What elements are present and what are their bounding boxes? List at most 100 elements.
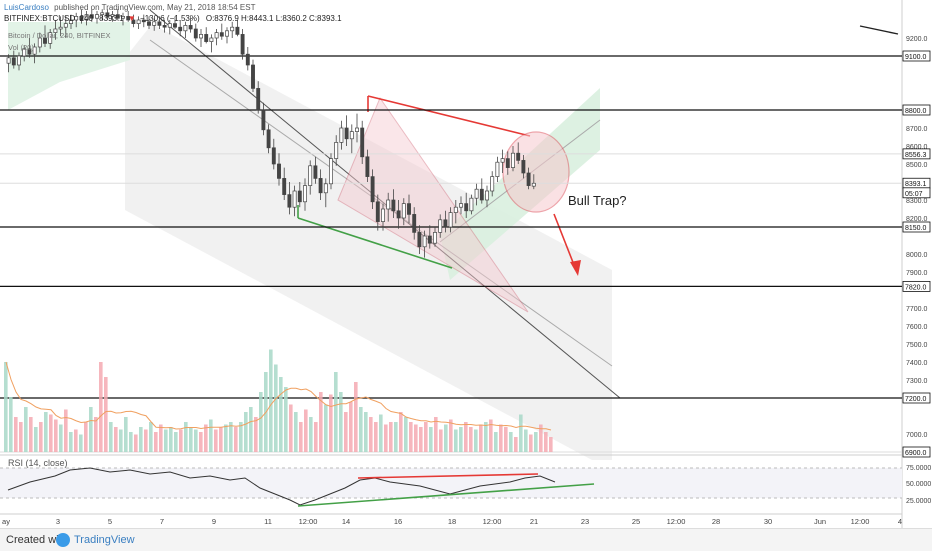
candle-body[interactable] bbox=[464, 203, 469, 212]
candle-body[interactable] bbox=[495, 161, 500, 177]
candle-body[interactable] bbox=[95, 14, 99, 19]
candle-body[interactable] bbox=[110, 14, 115, 17]
candle-body[interactable] bbox=[256, 88, 261, 111]
candle-body[interactable] bbox=[11, 57, 16, 66]
rsi-support-line[interactable] bbox=[297, 483, 595, 507]
candle-body[interactable] bbox=[386, 199, 391, 210]
candle-body[interactable] bbox=[178, 26, 183, 32]
descending-channel-band[interactable] bbox=[125, 24, 612, 460]
channel-mid-line[interactable] bbox=[149, 39, 613, 367]
channel-lower-line[interactable] bbox=[149, 9, 621, 399]
candle-body[interactable] bbox=[339, 127, 344, 143]
annotation-text[interactable]: Bull Trap? bbox=[568, 193, 627, 208]
candle-body[interactable] bbox=[245, 53, 250, 66]
candle-body[interactable] bbox=[448, 212, 453, 228]
candle-body[interactable] bbox=[396, 210, 401, 219]
support-line[interactable] bbox=[297, 217, 453, 269]
candle-body[interactable] bbox=[490, 176, 495, 192]
candle-body[interactable] bbox=[329, 158, 333, 185]
candle-body[interactable] bbox=[209, 37, 214, 42]
price-axis[interactable]: 9200.0 9100.0 8800.0 8700.0 8600.0 8500.0 8300… bbox=[902, 36, 931, 458]
candle-body[interactable] bbox=[230, 26, 235, 32]
candle-body[interactable] bbox=[235, 26, 240, 35]
candle-body[interactable] bbox=[349, 131, 354, 140]
candle-body[interactable] bbox=[391, 199, 396, 212]
candle-body[interactable] bbox=[6, 57, 11, 64]
candle-body[interactable] bbox=[84, 14, 89, 21]
candle-body[interactable] bbox=[266, 129, 271, 149]
candle-body[interactable] bbox=[479, 188, 484, 201]
candle-body[interactable] bbox=[417, 232, 422, 248]
candle-body[interactable] bbox=[412, 214, 417, 233]
candle-body[interactable] bbox=[121, 16, 125, 19]
candle-body[interactable] bbox=[271, 147, 276, 165]
candle-body[interactable] bbox=[401, 203, 406, 219]
candle-body[interactable] bbox=[79, 16, 84, 21]
candle-body[interactable] bbox=[277, 163, 281, 179]
candle-body[interactable] bbox=[443, 219, 448, 228]
author-name[interactable]: LuisCardoso bbox=[4, 3, 49, 12]
candle-body[interactable] bbox=[292, 190, 297, 208]
candle-body[interactable] bbox=[131, 19, 136, 24]
candle-body[interactable] bbox=[474, 188, 479, 199]
candle-body[interactable] bbox=[162, 25, 167, 28]
candle-body[interactable] bbox=[365, 156, 370, 177]
candle-body[interactable] bbox=[485, 190, 489, 201]
candle-body[interactable] bbox=[183, 25, 188, 32]
candle-body[interactable] bbox=[32, 46, 37, 55]
candle-body[interactable] bbox=[453, 206, 458, 213]
volume-series[interactable] bbox=[4, 349, 553, 453]
series-label[interactable]: Bitcoin / Dollar, 240, BITFINEX bbox=[8, 31, 111, 40]
candle-body[interactable] bbox=[323, 183, 328, 194]
candlestick-series[interactable] bbox=[6, 9, 536, 258]
candle-body[interactable] bbox=[147, 21, 151, 26]
candle-body[interactable] bbox=[136, 19, 141, 24]
candle-body[interactable] bbox=[53, 28, 58, 33]
candle-body[interactable] bbox=[17, 55, 21, 66]
candle-body[interactable] bbox=[422, 235, 427, 248]
candle-body[interactable] bbox=[303, 185, 307, 203]
candle-body[interactable] bbox=[500, 158, 505, 163]
candle-body[interactable] bbox=[141, 19, 146, 23]
candle-body[interactable] bbox=[48, 32, 53, 44]
candle-body[interactable] bbox=[469, 197, 474, 212]
rsi-resistance-line[interactable] bbox=[357, 473, 539, 479]
candle-body[interactable] bbox=[381, 208, 385, 222]
candle-body[interactable] bbox=[531, 182, 536, 187]
candle-body[interactable] bbox=[344, 127, 349, 140]
candle-body[interactable] bbox=[521, 160, 526, 174]
time-axis[interactable]: ay 3 5 7 9 11 12:00 14 16 18 12:00 21 23 25 12:00 28 30 J… bbox=[2, 517, 902, 526]
candle-body[interactable] bbox=[69, 19, 73, 24]
candle-body[interactable] bbox=[287, 194, 292, 208]
candle-body[interactable] bbox=[105, 12, 110, 17]
candle-body[interactable] bbox=[173, 23, 177, 28]
candle-body[interactable] bbox=[459, 203, 463, 208]
candle-body[interactable] bbox=[204, 34, 209, 42]
candle-body[interactable] bbox=[360, 127, 365, 158]
candle-body[interactable] bbox=[438, 219, 443, 233]
candle-body[interactable] bbox=[427, 235, 432, 244]
candle-body[interactable] bbox=[199, 34, 203, 39]
candle-body[interactable] bbox=[313, 165, 318, 179]
candle-body[interactable] bbox=[261, 109, 266, 131]
candle-body[interactable] bbox=[225, 30, 229, 37]
candle-body[interactable] bbox=[318, 178, 323, 194]
candle-body[interactable] bbox=[511, 152, 515, 168]
candle-body[interactable] bbox=[240, 34, 245, 55]
candle-body[interactable] bbox=[214, 32, 219, 39]
candle-body[interactable] bbox=[100, 12, 105, 15]
candle-body[interactable] bbox=[37, 37, 42, 48]
rsi-line[interactable] bbox=[7, 467, 556, 506]
candle-body[interactable] bbox=[22, 48, 27, 57]
candle-body[interactable] bbox=[152, 21, 157, 26]
candle-body[interactable] bbox=[58, 26, 63, 30]
candle-body[interactable] bbox=[308, 165, 313, 186]
candle-body[interactable] bbox=[433, 232, 437, 244]
resistance-line[interactable] bbox=[367, 95, 531, 137]
candle-body[interactable] bbox=[251, 64, 255, 89]
candle-body[interactable] bbox=[43, 37, 47, 44]
candle-body[interactable] bbox=[74, 16, 79, 21]
highlight-circle[interactable] bbox=[502, 131, 570, 213]
chart-canvas[interactable]: 75.0000 50.0000 25.0000 RSI (14, close) ay… bbox=[0, 0, 932, 528]
candle-body[interactable] bbox=[157, 21, 162, 26]
